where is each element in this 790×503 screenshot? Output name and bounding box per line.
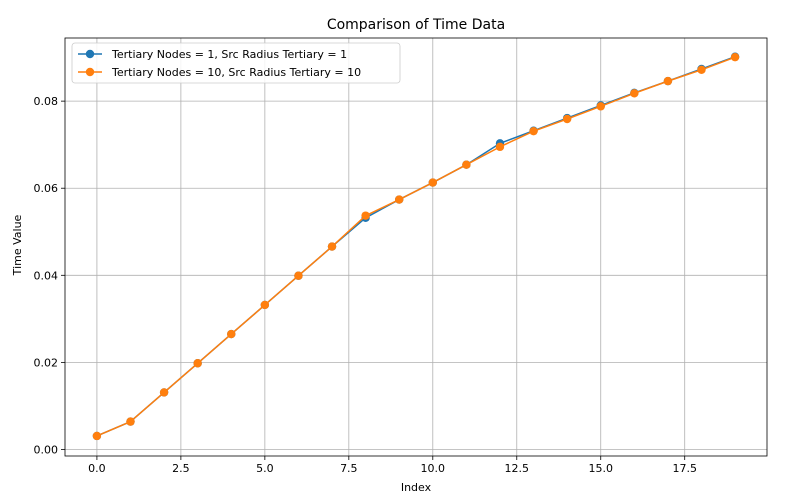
data-point xyxy=(663,76,673,86)
data-point xyxy=(697,65,706,74)
legend-item: Tertiary Nodes = 1, Src Radius Tertiary … xyxy=(78,48,347,61)
axis-ticks: 0.0 2.5 5.0 7.5 10.0 12.5 15.0 17.5 0.00 0.02 0.04… xyxy=(34,95,697,475)
data-point xyxy=(260,300,270,310)
data-point xyxy=(227,329,236,339)
x-tick-label: 2.5 xyxy=(172,462,190,475)
data-point xyxy=(462,160,471,169)
y-tick-label: 0.06 xyxy=(34,182,59,195)
y-tick-label: 0.08 xyxy=(34,95,59,108)
legend-label: Tertiary Nodes = 10, Src Radius Tertiary… xyxy=(111,66,361,79)
plot-frame xyxy=(64,37,768,457)
data-point xyxy=(294,271,303,280)
data-point xyxy=(193,359,202,368)
chart-title: Comparison of Time Data xyxy=(327,17,505,33)
data-point xyxy=(596,102,605,111)
legend-box xyxy=(71,42,401,84)
data-point xyxy=(428,178,437,187)
data-point xyxy=(495,142,505,152)
data-point xyxy=(630,89,639,98)
x-axis-label: Index xyxy=(401,481,432,494)
y-axis-label: Time Value xyxy=(11,214,24,276)
x-tick-label: 17.5 xyxy=(672,462,697,475)
y-tick-label: 0.04 xyxy=(34,269,59,282)
data-point xyxy=(562,114,572,124)
x-tick-label: 5.0 xyxy=(256,462,274,475)
y-tick-label: 0.00 xyxy=(34,443,59,456)
grid-lines xyxy=(65,38,767,456)
legend-marker xyxy=(85,67,95,77)
series-2 xyxy=(92,52,740,441)
legend: Tertiary Nodes = 1, Src Radius Tertiary … xyxy=(71,42,401,84)
x-tick-label: 10.0 xyxy=(421,462,446,475)
x-tick-label: 0.0 xyxy=(88,462,106,475)
data-point xyxy=(361,211,370,220)
legend-marker xyxy=(85,49,95,59)
data-point xyxy=(159,388,169,397)
series-line xyxy=(96,56,736,437)
x-tick-label: 15.0 xyxy=(588,462,613,475)
x-tick-label: 12.5 xyxy=(505,462,530,475)
data-point xyxy=(327,242,337,251)
y-tick-label: 0.02 xyxy=(34,356,59,369)
data-point xyxy=(529,126,538,136)
series-layer xyxy=(92,52,740,441)
data-point xyxy=(126,417,135,426)
x-tick-label: 7.5 xyxy=(340,462,358,475)
data-point xyxy=(395,195,404,204)
legend-label: Tertiary Nodes = 1, Src Radius Tertiary … xyxy=(111,48,347,61)
data-point xyxy=(730,52,740,62)
legend-item: Tertiary Nodes = 10, Src Radius Tertiary… xyxy=(78,66,361,79)
data-point xyxy=(92,431,102,441)
